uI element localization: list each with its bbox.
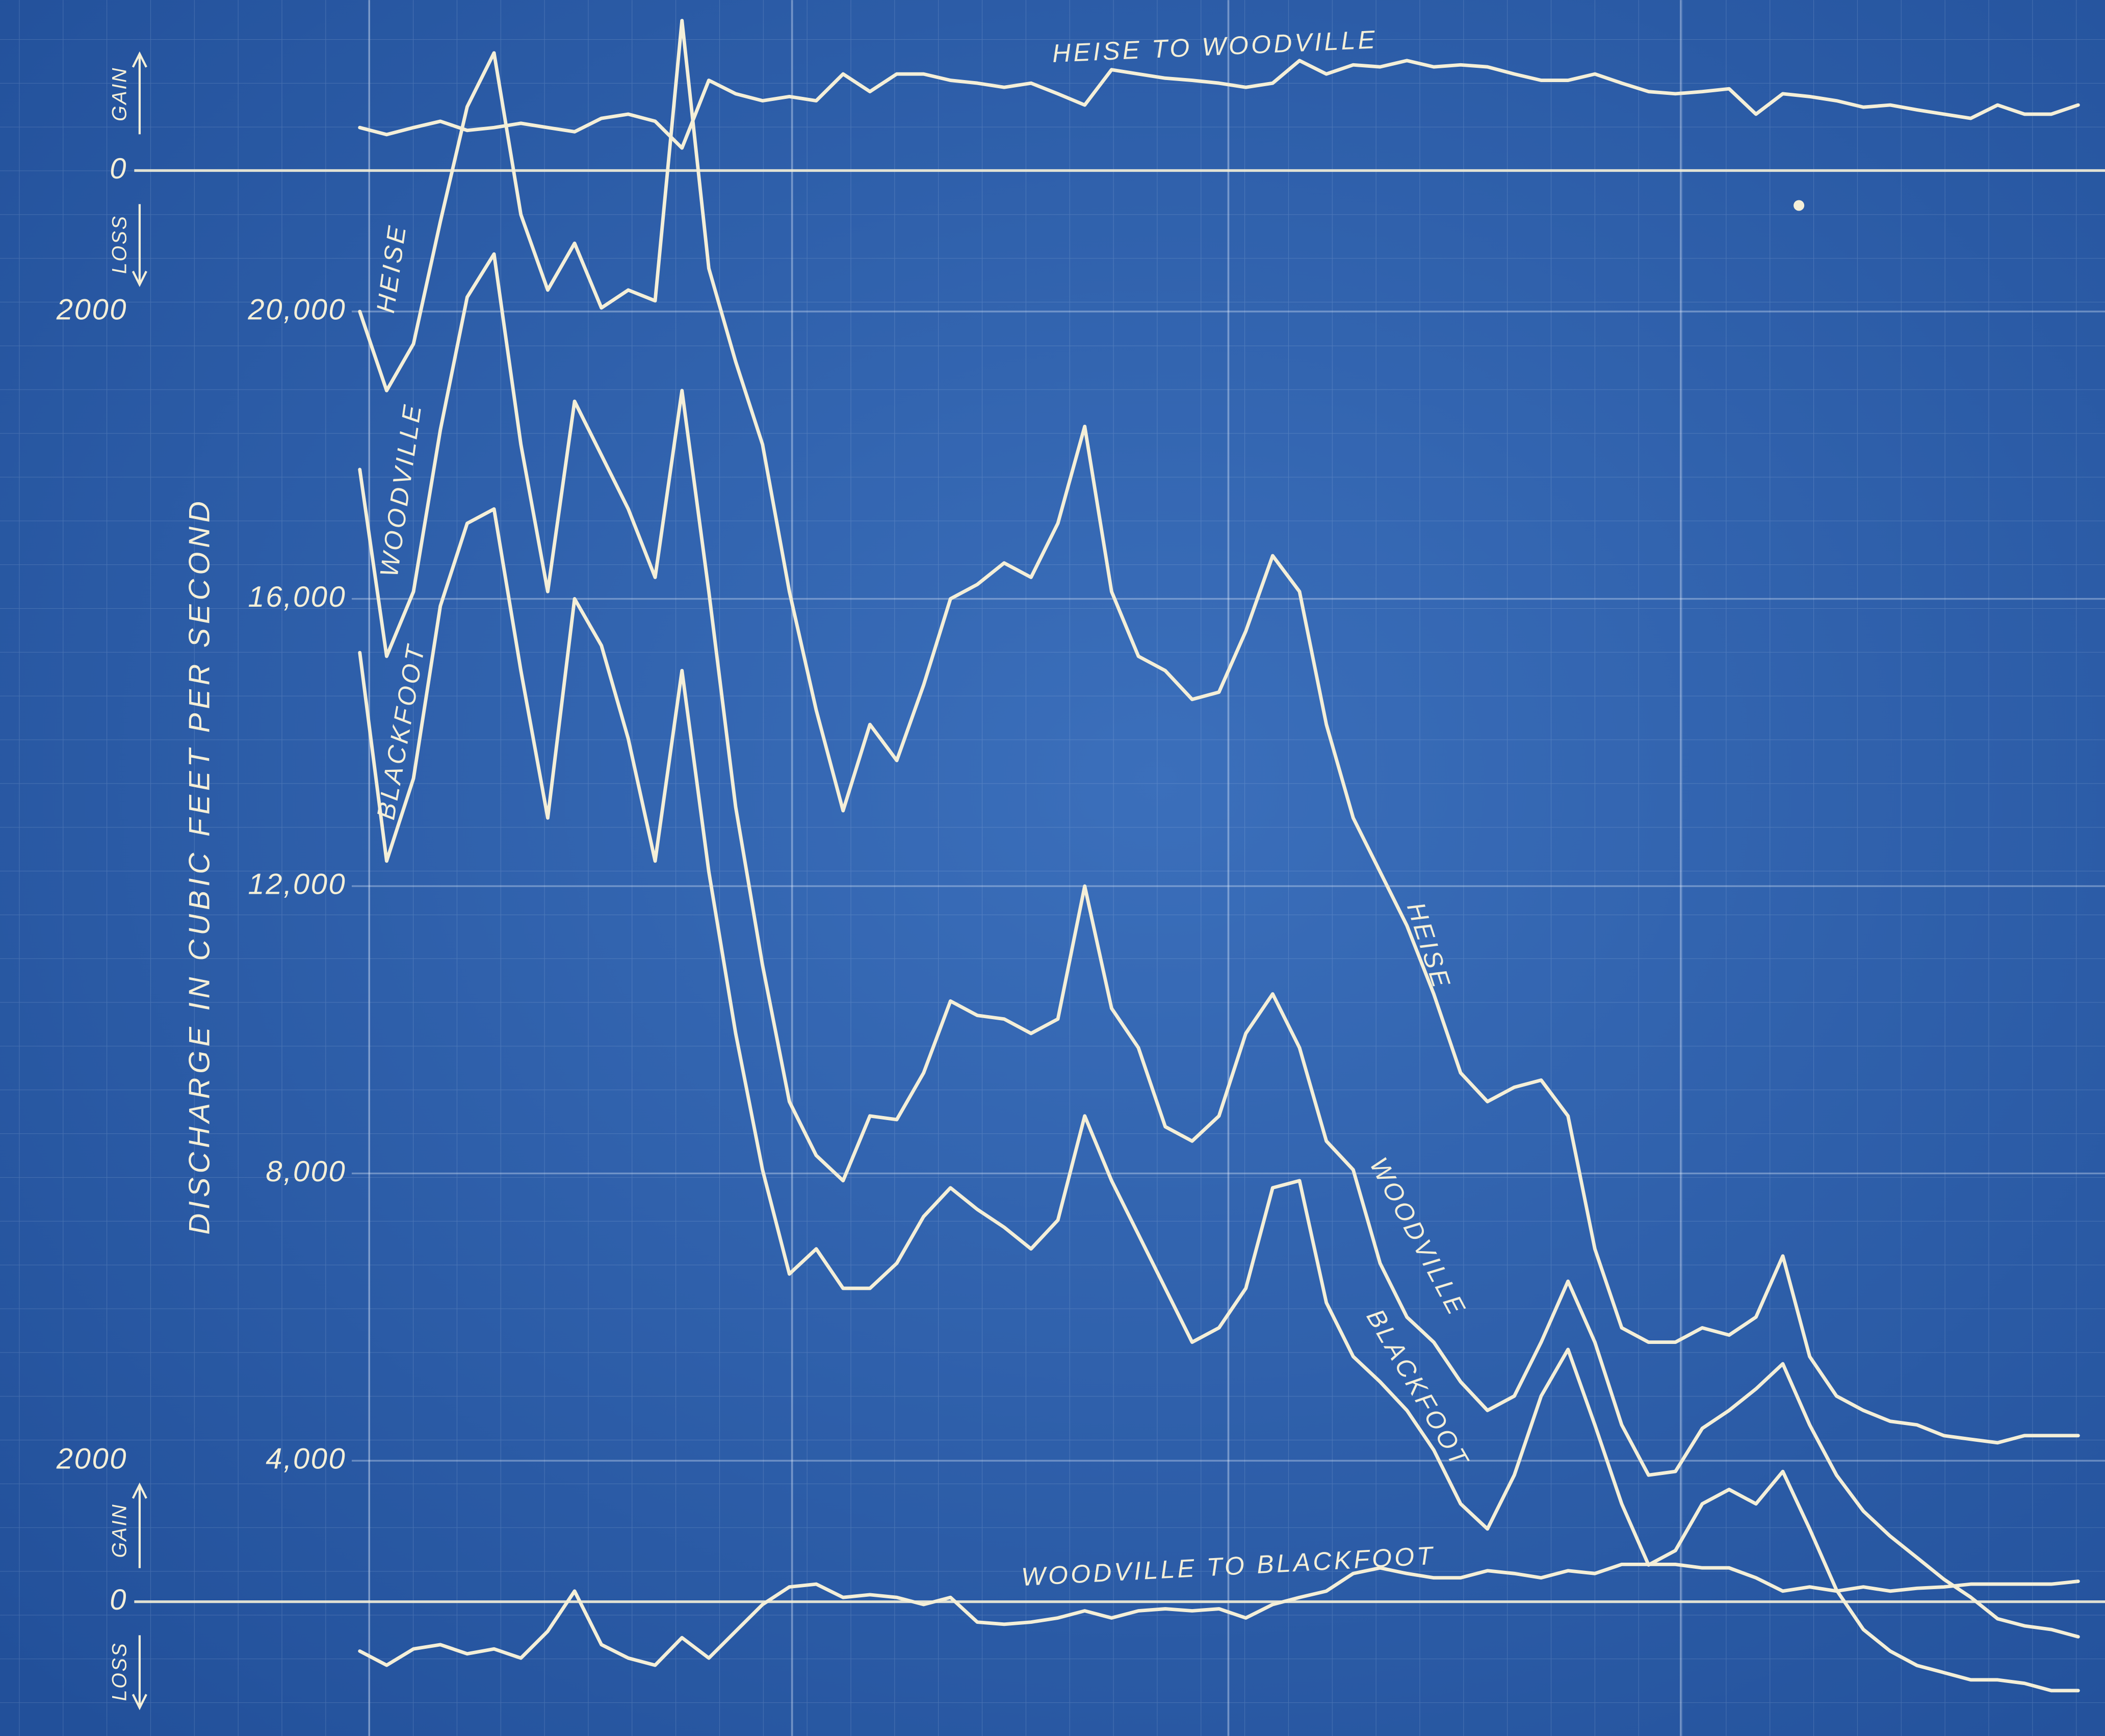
series-line	[358, 507, 2080, 1693]
y-tick-label: 20,000	[247, 293, 346, 326]
series-line	[358, 59, 2080, 150]
y-tick-label: 2000	[56, 1442, 127, 1475]
series-line	[358, 18, 2080, 1445]
loss-arrow	[132, 204, 147, 288]
loss-label: LOSS	[108, 215, 131, 274]
gain-arrow	[132, 1482, 147, 1568]
loss-arrow	[132, 1635, 147, 1711]
y-tick-label: 2000	[56, 293, 127, 326]
major-grid	[368, 0, 1682, 1736]
loss-label: LOSS	[108, 1642, 131, 1701]
gain-label: GAIN	[108, 1503, 131, 1558]
y-tick-label: 0	[110, 152, 127, 185]
y-tick-label: 12,000	[248, 868, 346, 900]
y-tick-label: 4,000	[266, 1442, 346, 1475]
series-line	[358, 252, 2080, 1639]
y-axis-title: DISCHARGE IN CUBIC FEET PER SECOND	[183, 497, 216, 1235]
gain-arrow	[132, 51, 147, 135]
y-tick-label: 0	[110, 1584, 127, 1616]
y-tick-label: 8,000	[266, 1155, 346, 1188]
speck	[1794, 200, 1805, 211]
gain-loss-arrows	[132, 51, 147, 1711]
series-line	[358, 1562, 2080, 1667]
gain-label: GAIN	[108, 67, 131, 121]
y-tick-label: 16,000	[248, 581, 346, 613]
